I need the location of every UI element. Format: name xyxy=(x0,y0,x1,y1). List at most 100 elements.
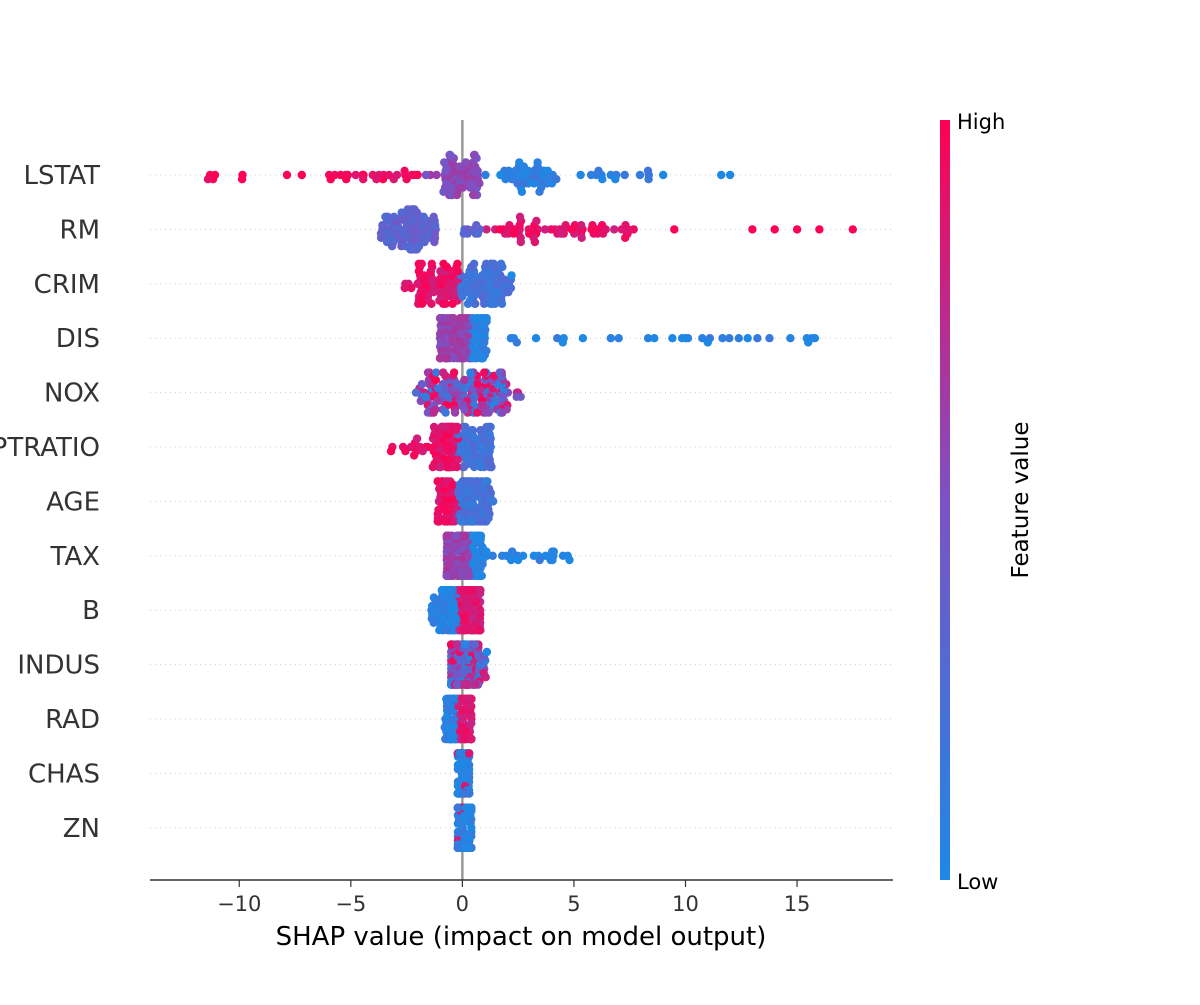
shap-point xyxy=(718,334,727,343)
shap-point xyxy=(427,299,436,308)
shap-point xyxy=(650,334,659,343)
shap-point xyxy=(482,314,491,323)
colorbar-high-label: High xyxy=(957,110,1005,134)
shap-point xyxy=(452,462,461,472)
shap-point xyxy=(478,292,487,301)
shap-point xyxy=(433,477,442,486)
shap-point xyxy=(408,205,417,214)
shap-point xyxy=(786,334,795,343)
shap-point xyxy=(455,183,464,192)
shap-point xyxy=(378,221,387,230)
shap-point xyxy=(389,212,399,221)
shap-point xyxy=(484,484,494,493)
colorbar: High Low Feature value xyxy=(940,110,1034,894)
shap-point xyxy=(670,225,679,234)
shap-point xyxy=(414,242,424,251)
shap-point xyxy=(409,451,419,460)
shap-point xyxy=(455,749,464,758)
shap-point xyxy=(471,299,480,308)
shap-point xyxy=(515,212,525,221)
shap-point xyxy=(567,225,576,234)
shap-point xyxy=(446,734,456,744)
shap-point xyxy=(500,275,509,284)
shap-point xyxy=(448,299,457,308)
shap-point xyxy=(443,462,452,472)
feature-label-age: AGE xyxy=(46,487,100,517)
shap-point xyxy=(535,555,544,565)
shap-point xyxy=(629,225,638,234)
shap-point xyxy=(476,586,485,595)
shap-point xyxy=(432,170,441,180)
shap-point xyxy=(466,517,475,526)
shap-point xyxy=(478,354,487,363)
feature-label-rad: RAD xyxy=(45,705,100,735)
shap-point xyxy=(376,233,386,242)
shap-point xyxy=(620,170,629,180)
shap-point xyxy=(453,803,463,812)
shap-point xyxy=(481,170,490,180)
shap-point xyxy=(486,299,495,308)
shap-point xyxy=(450,517,459,526)
shap-point xyxy=(610,225,619,234)
shap-point xyxy=(478,271,487,280)
shap-point xyxy=(765,334,774,343)
x-tick-label: 5 xyxy=(567,892,580,916)
shap-point xyxy=(509,229,518,238)
shap-point xyxy=(459,229,468,238)
shap-point xyxy=(478,543,487,552)
shap-point xyxy=(429,288,438,297)
shap-point xyxy=(237,175,247,184)
shap-point xyxy=(453,455,462,464)
shap-point xyxy=(458,626,467,635)
shap-point xyxy=(549,547,558,556)
shap-point xyxy=(621,221,630,230)
shap-point xyxy=(480,368,489,377)
shap-point xyxy=(469,150,479,160)
shap-point xyxy=(475,517,484,526)
x-tick-label: −5 xyxy=(335,892,366,916)
shap-point xyxy=(429,593,439,602)
shap-point xyxy=(442,354,451,363)
shap-point xyxy=(810,334,820,343)
shap-point xyxy=(417,380,427,389)
shap-point xyxy=(463,299,473,308)
shap-point xyxy=(606,334,615,343)
shap-point xyxy=(472,221,481,230)
shap-point xyxy=(440,158,449,167)
shap-point xyxy=(512,392,521,401)
shap-point xyxy=(529,179,539,188)
shap-point xyxy=(460,375,469,385)
shap-point xyxy=(485,462,494,472)
shap-point xyxy=(484,514,493,523)
shap-point xyxy=(504,166,513,175)
shap-point xyxy=(476,426,485,435)
shap-point xyxy=(466,368,475,377)
shap-point xyxy=(342,175,351,184)
x-tick-label: 15 xyxy=(784,892,811,916)
shap-point xyxy=(587,225,596,234)
shap-point xyxy=(435,354,445,363)
shap-point xyxy=(703,338,712,347)
shap-point xyxy=(429,212,438,221)
shap-point xyxy=(725,170,735,180)
shap-point xyxy=(594,166,603,175)
shap-point xyxy=(477,401,486,410)
shap-point xyxy=(488,551,497,560)
shap-point xyxy=(480,299,489,308)
shap-point xyxy=(387,242,397,251)
shap-point xyxy=(452,640,461,649)
shap-point xyxy=(471,680,480,689)
shap-point xyxy=(668,334,677,343)
shap-point xyxy=(457,694,466,704)
shap-point xyxy=(546,225,556,234)
shap-point xyxy=(453,422,462,432)
shap-point xyxy=(461,477,470,486)
shap-point xyxy=(415,442,425,452)
shap-point xyxy=(458,586,467,595)
shap-point xyxy=(561,221,570,230)
shap-point xyxy=(815,225,824,234)
shap-point xyxy=(439,187,448,196)
shap-point xyxy=(482,225,491,234)
shap-point xyxy=(743,334,752,343)
